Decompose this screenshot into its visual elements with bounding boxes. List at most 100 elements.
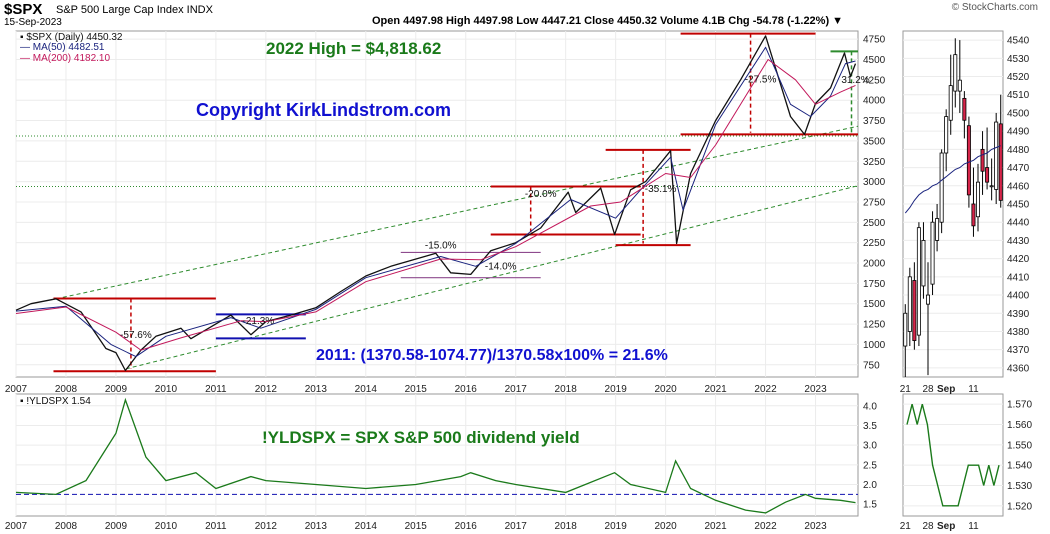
candle-body [989,185,994,188]
y-tick-label: 4390 [1007,309,1030,320]
drawdown-label: -35.1% [645,184,677,195]
y-tick-label: 1.570 [1007,400,1032,411]
panel-frame-1 [15,393,859,517]
candle-body [916,227,921,336]
x-tick-label: 21 [900,521,912,532]
candle-body [994,121,999,190]
x-tick-label: 2014 [355,521,378,532]
x-tick-label: 2020 [654,384,677,395]
x-tick-label: 2010 [155,521,178,532]
y-tick-label: 3250 [863,157,886,168]
y-tick-label: 3500 [863,136,886,147]
y-tick-label: 1.540 [1007,461,1032,472]
y-tick-label: 2000 [863,259,886,270]
panel-frame-0 [15,30,859,378]
y-tick-label: 4000 [863,96,886,107]
candle-body [926,294,930,305]
y-tick-label: 2250 [863,238,886,249]
y-tick-label: 4440 [1007,218,1030,229]
annotation-2011-formula: 2011: (1370.58-1074.77)/1370.58x100% = 2… [316,347,668,364]
series-line-ma-50- [15,46,856,358]
yield-detail-line [906,404,1000,507]
x-tick-label: 2022 [754,384,777,395]
y-tick-label: 1500 [863,299,886,310]
y-tick-label: 4370 [1007,345,1030,356]
y-tick-label: 4530 [1007,54,1030,65]
y-tick-label: 4420 [1007,254,1030,265]
y-tick-label: 4410 [1007,272,1030,283]
drawdown-label: -21.3% [243,316,275,327]
x-tick-label: 2011 [205,521,227,532]
legend-ma50: — MA(50) 4482.51 [20,42,105,53]
y-tick-label: 1.5 [863,500,877,511]
x-tick-label: 2013 [305,521,328,532]
candle-body [907,276,912,332]
x-tick-label: 2018 [555,384,578,395]
x-tick-label: 2023 [804,384,827,395]
x-tick-label: 2012 [255,521,278,532]
y-tick-label: 4380 [1007,327,1030,338]
y-tick-label: 1.550 [1007,440,1032,451]
series-line-yldspx [15,397,856,514]
x-tick-label: 11 [968,384,979,395]
y-tick-label: 4430 [1007,236,1030,247]
x-tick-label: 2008 [55,521,78,532]
x-tick-label: 2010 [155,384,178,395]
legend-spx: ▪ $SPX (Daily) 4450.32 [20,32,123,43]
x-tick-label: 2021 [704,384,727,395]
chart-date: 15-Sep-2023 [4,17,62,28]
x-tick-label: 2017 [505,384,528,395]
candle-body [985,167,990,183]
candle-body [966,125,971,196]
drawdown-label: 31.2% [841,75,869,86]
x-tick-label: 2023 [804,521,827,532]
y-tick-label: 4490 [1007,127,1030,138]
x-tick-label: 2015 [405,384,428,395]
candle-body [939,152,944,223]
drawdown-label: -57.6% [120,330,152,341]
brand-watermark: © StockCharts.com [951,2,1038,13]
y-tick-label: 4360 [1007,363,1030,374]
candle-body [944,116,949,154]
drawdown-label: -27.5% [745,74,777,85]
annotation-2022-high: 2022 High = $4,818.62 [266,39,441,58]
trend-line [55,125,859,300]
y-tick-label: 3750 [863,116,886,127]
candle-ma50-line [904,145,1001,214]
drawdown-label: -14.0% [485,262,517,273]
series-line-ma-200- [15,59,856,351]
x-tick-label: 2015 [405,521,428,532]
candle-body [948,85,953,121]
candle-body [976,181,980,218]
x-tick-label: 2016 [455,384,478,395]
candle-body [921,240,926,287]
x-tick-label: 2009 [105,521,128,532]
y-tick-label: 1.560 [1007,420,1032,431]
y-tick-label: 4460 [1007,181,1030,192]
y-tick-label: 1250 [863,320,886,331]
x-tick-label: 28 [922,384,934,395]
candle-body [953,54,958,92]
y-tick-label: 4500 [1007,108,1030,119]
y-tick-label: 4250 [863,75,886,86]
y-tick-label: 1750 [863,279,886,290]
legend-ma200: — MA(200) 4182.10 [20,53,110,64]
x-tick-label: 2019 [605,521,628,532]
candle-body [971,203,976,227]
candle-body [998,123,1003,201]
x-tick-label: Sep [937,384,955,395]
x-tick-label: 21 [900,384,912,395]
x-tick-label: 2022 [754,521,777,532]
drawdown-label: -15.0% [425,240,457,251]
y-tick-label: 1000 [863,340,886,351]
y-tick-label: 4750 [863,35,886,46]
candle-body [903,312,908,347]
x-tick-label: 2008 [55,384,78,395]
candle-body [930,221,935,285]
chart-ticker: $SPX [4,1,43,18]
y-tick-label: 3000 [863,177,886,188]
y-tick-label: 2.5 [863,460,877,471]
chart-instrument-name: S&P 500 Large Cap Index INDX [56,4,213,16]
x-tick-label: 28 [922,521,934,532]
candle-body [980,148,985,172]
